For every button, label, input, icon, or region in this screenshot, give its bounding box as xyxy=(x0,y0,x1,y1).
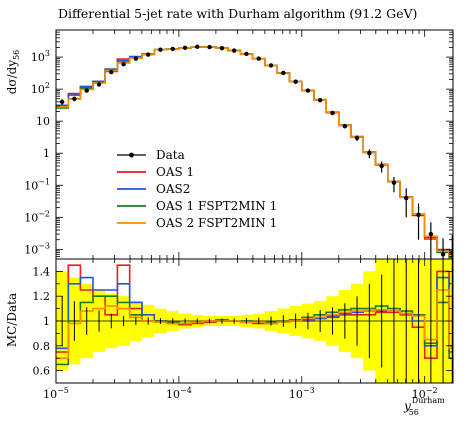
data-point xyxy=(207,44,212,50)
data-point xyxy=(428,231,434,237)
data-point xyxy=(59,99,65,105)
data-point xyxy=(158,47,163,52)
axes: 10−5 10−4 10−3 10−2 10−3 10−2 10−1 1 10 102 103 0.6… xyxy=(24,29,453,401)
legend-label: OAS2 xyxy=(156,182,190,196)
data-point xyxy=(170,46,175,52)
legend-marker xyxy=(129,152,134,158)
data-point xyxy=(109,69,114,75)
data-point xyxy=(182,45,188,50)
data-point xyxy=(219,45,225,51)
legend: Data OAS 1 OAS2 OAS 1 FSPT2MIN 1 OAS 2 FSPT2… xyxy=(117,148,277,230)
data-point xyxy=(145,52,151,57)
data-point xyxy=(133,56,139,61)
ratio-tick-label: 1.4 xyxy=(33,265,51,278)
data-point xyxy=(391,180,397,185)
ratio-tick-label: 0.8 xyxy=(33,340,51,353)
data-point xyxy=(281,70,286,76)
ratio-tick-label: 0.6 xyxy=(33,365,51,378)
data-point xyxy=(84,88,89,93)
legend-label: OAS 1 FSPT2MIN 1 xyxy=(156,199,277,213)
data-point xyxy=(293,79,298,84)
data-point xyxy=(96,82,102,87)
x-tick-label: 10−3 xyxy=(289,386,315,401)
data-point xyxy=(404,195,409,201)
y-tick-label: 1 xyxy=(43,147,50,160)
data-point xyxy=(440,252,446,257)
data-point xyxy=(121,61,126,67)
x-tick-label: 10−5 xyxy=(43,386,69,401)
ratio-data-errors xyxy=(61,259,453,383)
data-point xyxy=(354,135,360,141)
ratio-tick-label: 1 xyxy=(43,315,50,328)
data-point xyxy=(330,110,335,116)
data-point xyxy=(231,48,237,53)
ratio-axis-label: MC/Data xyxy=(5,293,19,347)
x-tick-label: 10−4 xyxy=(166,386,192,401)
y-tick-label: 10−2 xyxy=(24,209,50,224)
data-point xyxy=(256,56,261,61)
data-point xyxy=(416,212,421,217)
y-tick-label: 102 xyxy=(31,81,50,96)
x-axis-label: yDurham 56 xyxy=(403,396,445,417)
data-point xyxy=(367,151,372,156)
data-point xyxy=(305,88,311,93)
data-point xyxy=(379,163,384,169)
legend-label: Data xyxy=(156,148,185,162)
data-point xyxy=(195,44,200,49)
y-tick-label: 10−1 xyxy=(24,177,50,192)
y-tick-label: 10−3 xyxy=(24,241,50,256)
x-tick-label: 10−2 xyxy=(412,386,438,401)
legend-label: OAS 1 xyxy=(156,165,194,179)
data-point xyxy=(342,123,348,129)
ratio-tick-label: 1.2 xyxy=(33,290,51,303)
data-point xyxy=(268,63,274,68)
data-point xyxy=(317,98,323,103)
chart-title: Differential 5-jet rate with Durham algo… xyxy=(58,6,417,21)
y-tick-label: 103 xyxy=(31,49,50,64)
y-axis-label: dσ/dy56 xyxy=(5,50,21,95)
data-point xyxy=(244,51,249,57)
data-point xyxy=(72,96,77,101)
data-points xyxy=(59,44,453,259)
legend-label: OAS 2 FSPT2MIN 1 xyxy=(156,216,277,230)
y-tick-label: 10 xyxy=(36,115,50,128)
ratio-line-oas-2-fspt2min-1 xyxy=(56,289,453,359)
